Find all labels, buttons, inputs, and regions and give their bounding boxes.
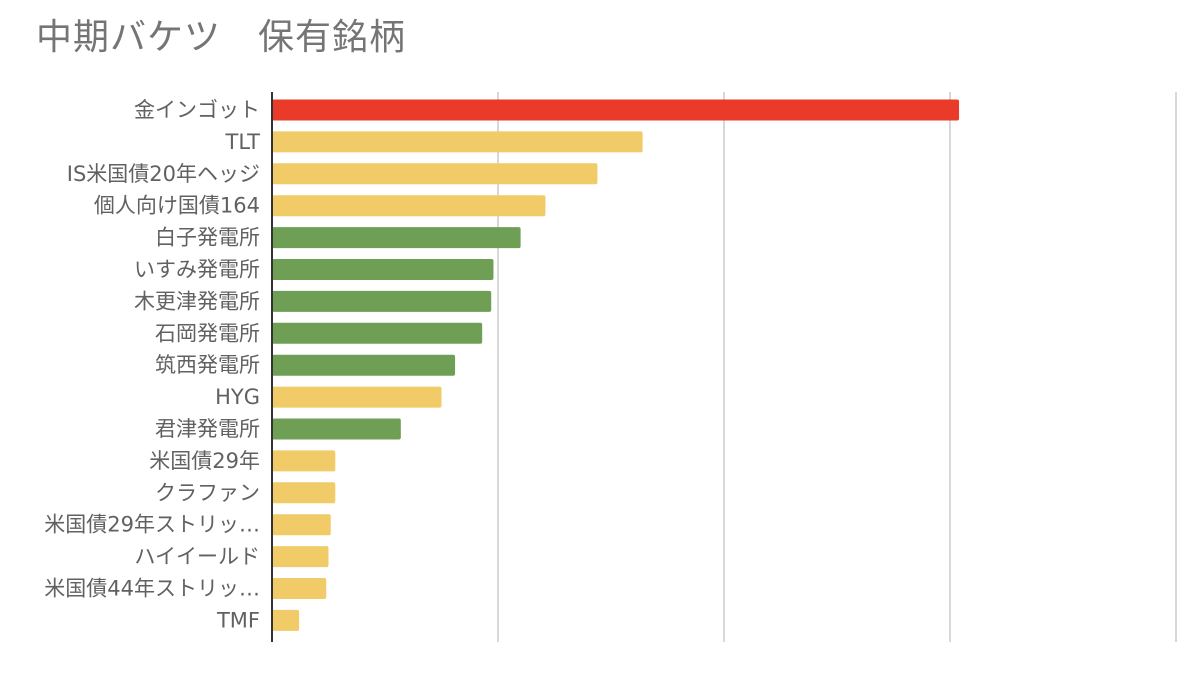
category-label: 君津発電所 [155, 417, 260, 441]
bar [272, 578, 327, 599]
category-label: 筑西発電所 [155, 353, 260, 377]
category-label: クラファン [155, 481, 260, 505]
category-label: TLT [225, 130, 261, 154]
category-label: いすみ発電所 [134, 258, 260, 282]
bar [272, 259, 494, 280]
bar [272, 131, 643, 153]
bar [272, 99, 960, 121]
category-label: 木更津発電所 [134, 289, 260, 313]
category-label: 白子発電所 [155, 226, 260, 250]
category-label: IS米国債20年ヘッジ [67, 162, 260, 186]
bar [272, 482, 336, 504]
bar [272, 450, 336, 472]
category-label: 米国債29年ストリッ… [44, 513, 260, 537]
category-label: 米国債44年ストリッ… [44, 577, 260, 601]
category-label: ハイイールド [134, 545, 260, 569]
bar [272, 227, 521, 249]
category-label: 個人向け国債164 [94, 194, 260, 218]
bar [272, 609, 300, 631]
grid-lines [497, 92, 1177, 642]
bar [272, 290, 492, 312]
chart-title: 中期バケツ 保有銘柄 [36, 17, 407, 58]
category-label: 米国債29年 [149, 449, 260, 473]
category-label: 金インゴット [134, 98, 260, 122]
category-label: 石岡発電所 [155, 321, 260, 345]
bar [272, 322, 483, 344]
bar [272, 386, 442, 408]
bar [272, 514, 331, 536]
bar [272, 195, 546, 217]
bars [272, 99, 960, 631]
bar [272, 418, 401, 440]
bar [272, 354, 456, 376]
category-label: TMF [216, 608, 260, 632]
bar [272, 546, 329, 568]
category-label: HYG [215, 385, 260, 409]
bar [272, 163, 598, 185]
